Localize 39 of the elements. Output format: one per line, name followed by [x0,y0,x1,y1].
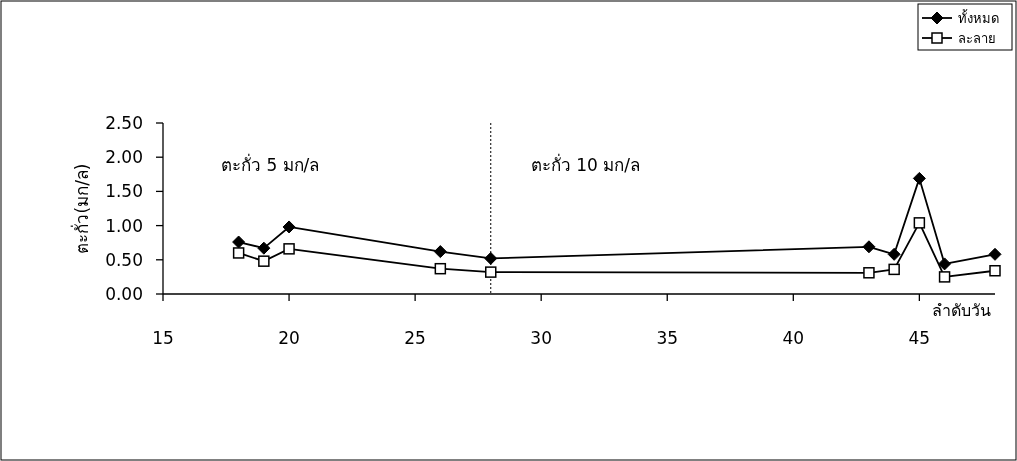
x-axis-title: ลำดับวัน [932,301,991,320]
point [938,257,952,271]
x-tick-label: 25 [404,328,426,348]
point [484,251,498,265]
x-tick-label: 40 [782,328,805,348]
x-tick-label: 15 [152,328,174,348]
legend-label: ละลาย [958,31,996,46]
point [862,240,876,254]
annotation: ตะกั่ว 10 มก/ล [530,152,640,175]
point [863,267,875,279]
point [912,171,926,185]
x-tick-label: 30 [530,328,552,348]
point [433,245,447,259]
point [887,247,901,261]
x-tick-label: 45 [908,328,931,348]
y-tick-label: 1.50 [105,181,143,202]
x-tick-label: 35 [656,328,679,348]
annotation: ตะกั่ว 5 มก/ล [221,152,320,175]
point [988,247,1002,261]
legend-label: ทั้งหมด [958,9,999,26]
point [232,247,245,259]
x-tick-label: 20 [278,328,300,348]
y-tick-label: 0.00 [105,284,143,304]
point [283,243,295,255]
point [485,266,497,278]
point [232,235,246,249]
point [282,220,296,234]
point [913,217,926,229]
point [258,255,270,267]
y-tick-label: 0.50 [105,249,143,270]
point [434,262,447,275]
y-tick-label: 2.50 [105,113,143,133]
point [938,271,951,283]
point [989,264,1001,277]
y-tick-label: 1.00 [105,215,143,236]
y-axis-title: ตะกั่ว(มก/ล) [70,163,92,254]
point [257,241,271,255]
point [888,263,900,276]
y-tick-label: 2.00 [105,147,143,168]
